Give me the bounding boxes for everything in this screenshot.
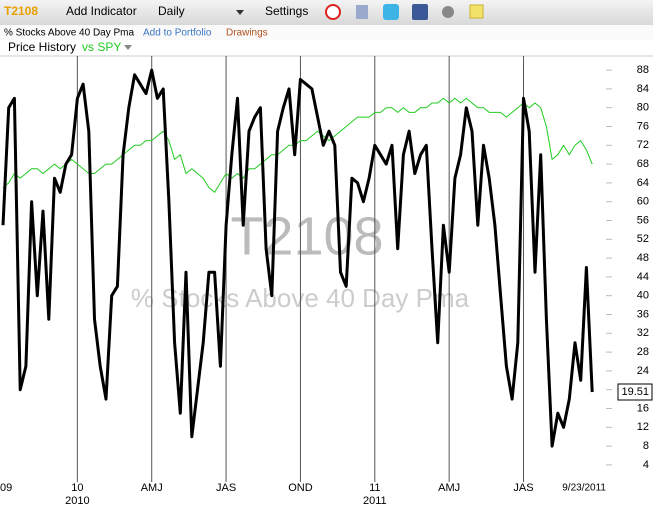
y-tick-label: 56 — [637, 214, 649, 226]
info-bar — [0, 25, 653, 40]
add-to-portfolio[interactable]: Add to Portfolio — [143, 28, 212, 39]
last-value-box — [617, 383, 653, 401]
x-tick-label: 10 — [71, 482, 83, 494]
x-tick-label: AMJ — [438, 482, 460, 494]
x-tick-label: 9/23/2011 — [562, 483, 606, 494]
y-tick-label: 16 — [637, 402, 649, 414]
y-tick-label: 4 — [643, 459, 649, 471]
symbol[interactable]: T2108 — [4, 4, 38, 18]
year-label: 2011 — [363, 495, 387, 507]
tool-icon[interactable] — [442, 6, 454, 18]
x-tick-label: AMJ — [141, 482, 163, 494]
interval[interactable]: Daily — [158, 4, 185, 18]
db-icon[interactable] — [356, 5, 368, 19]
y-tick-label: 72 — [637, 139, 649, 151]
y-tick-label: 36 — [637, 308, 649, 320]
x-tick-label: OND — [288, 482, 313, 494]
y-tick-label: 12 — [637, 421, 649, 433]
twitter-icon[interactable] — [383, 4, 399, 20]
y-tick-label: 8 — [643, 440, 649, 452]
description: % Stocks Above 40 Day Pma — [4, 28, 135, 39]
add-indicator[interactable]: Add Indicator — [66, 4, 137, 18]
x-tick-label: 09 — [0, 482, 12, 494]
y-tick-label: 76 — [637, 120, 649, 132]
legend-dropdown — [124, 45, 132, 50]
year-label: 2010 — [65, 495, 89, 507]
y-tick-label: 32 — [637, 327, 649, 339]
legend-entry: vs SPY — [82, 40, 121, 54]
x-tick-label: 11 — [369, 482, 380, 494]
y-tick-label: 48 — [637, 252, 649, 264]
y-tick-label: 88 — [637, 64, 649, 76]
settings[interactable]: Settings — [265, 4, 308, 18]
dropdown-arrow[interactable] — [236, 10, 244, 15]
y-tick-label: 28 — [637, 346, 649, 358]
y-tick-label: 60 — [637, 196, 649, 208]
y-tick-label: 24 — [637, 365, 649, 377]
series-line — [1, 68, 594, 448]
y-tick-label: 40 — [637, 290, 649, 302]
watermark: T2108 — [230, 206, 383, 266]
series-line — [2, 97, 593, 193]
y-tick-label: 68 — [637, 158, 649, 170]
y-tick-label: 52 — [637, 233, 649, 245]
note-icon[interactable] — [469, 4, 484, 19]
y-tick-label: 84 — [637, 83, 649, 95]
last-value-label: 19.51 — [621, 386, 649, 398]
y-tick-label: 44 — [637, 271, 649, 283]
legend-entry: Price History — [8, 40, 76, 54]
x-tick-label: JAS — [513, 482, 533, 494]
drawings[interactable]: Drawings — [226, 28, 268, 39]
x-tick-label: JAS — [216, 482, 236, 494]
y-tick-label: 64 — [637, 177, 649, 189]
alarm-icon[interactable] — [325, 4, 341, 20]
y-tick-label: 80 — [637, 102, 649, 114]
facebook-icon[interactable] — [412, 4, 428, 20]
